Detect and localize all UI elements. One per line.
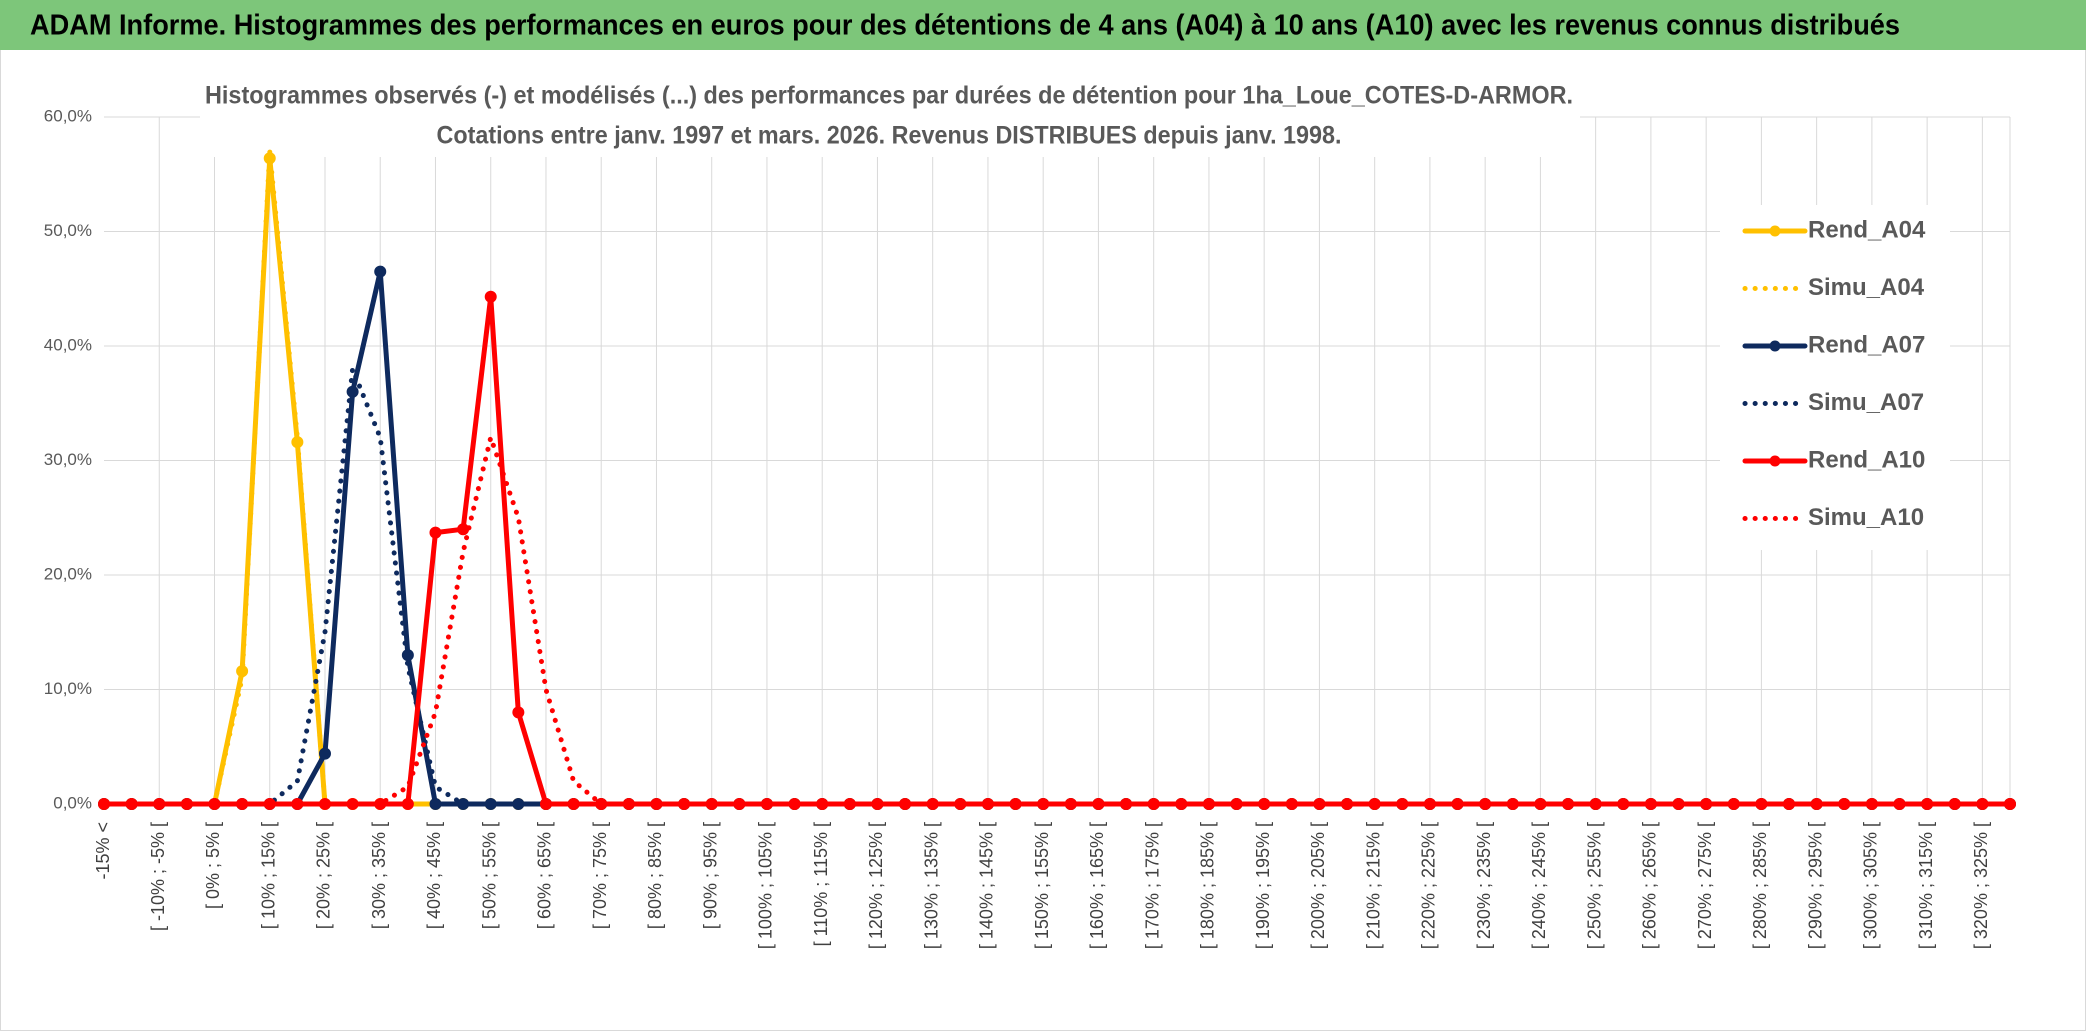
x-tick-label: [ 300% ; 305% [ xyxy=(1861,822,1881,949)
x-tick-label: [ 140% ; 145% [ xyxy=(977,822,997,949)
x-tick-label: [ 40% ; 45% [ xyxy=(424,822,444,929)
x-tick-label: [ 200% ; 205% [ xyxy=(1308,822,1328,949)
x-tick-label: [ 150% ; 155% [ xyxy=(1032,822,1052,949)
header-band xyxy=(0,0,2086,50)
x-tick-label: [ 60% ; 65% [ xyxy=(535,822,555,929)
x-tick-label: [ 80% ; 85% [ xyxy=(645,822,665,929)
x-tick-label: [ 30% ; 35% [ xyxy=(369,822,389,929)
x-tick-label: [ 280% ; 285% [ xyxy=(1750,822,1770,949)
marker xyxy=(429,798,442,810)
x-tick-label: [ 250% ; 255% [ xyxy=(1584,822,1604,949)
x-tick-label: [ -10% ; -5% [ xyxy=(148,822,168,931)
marker xyxy=(539,798,552,810)
x-tick-label: [ 10% ; 15% [ xyxy=(258,822,278,929)
y-tick-label: 40,0% xyxy=(44,335,92,354)
x-tick-label: [ 210% ; 215% [ xyxy=(1363,822,1383,949)
x-tick-label: [ 170% ; 175% [ xyxy=(1142,822,1162,949)
y-tick-label: 0,0% xyxy=(53,793,92,812)
subtitle-bg xyxy=(200,117,1580,157)
x-tick-label: [ 120% ; 125% [ xyxy=(866,822,886,949)
x-tick-label: [ 270% ; 275% [ xyxy=(1695,822,1715,949)
legend-marker xyxy=(1769,225,1781,237)
chart-subtitle: Cotations entre janv. 1997 et mars. 2026… xyxy=(437,122,1342,150)
legend-label: Rend_A10 xyxy=(1808,446,1925,473)
x-tick-label: [ 160% ; 165% [ xyxy=(1087,822,1107,949)
chart-subtitle: Histogrammes observés (-) et modélisés (… xyxy=(205,82,1573,110)
x-tick-label: [ 130% ; 135% [ xyxy=(921,822,941,949)
legend-label: Rend_A07 xyxy=(1808,331,1925,358)
legend-label: Simu_A07 xyxy=(1808,389,1924,416)
marker xyxy=(567,798,580,810)
legend-marker xyxy=(1769,340,1781,352)
x-tick-label: [ 180% ; 185% [ xyxy=(1198,822,1218,949)
legend-label: Simu_A04 xyxy=(1808,274,1925,301)
x-tick-label: [ 50% ; 55% [ xyxy=(479,822,499,929)
x-tick-label: [ 290% ; 295% [ xyxy=(1805,822,1825,949)
x-tick-label: [ 70% ; 75% [ xyxy=(590,822,610,929)
simulated-line xyxy=(101,435,2013,807)
marker xyxy=(401,798,414,810)
marker xyxy=(429,526,442,539)
x-tick-label: [ 320% ; 325% [ xyxy=(1971,822,1991,949)
legend-marker xyxy=(1769,455,1781,467)
marker xyxy=(484,290,497,303)
marker xyxy=(374,265,387,278)
subtitle-bg xyxy=(200,77,1580,117)
x-tick-label: [ 190% ; 195% [ xyxy=(1253,822,1273,949)
y-tick-label: 50,0% xyxy=(44,221,92,240)
x-tick-label: [ 240% ; 245% [ xyxy=(1529,822,1549,949)
x-tick-label: [ 230% ; 235% [ xyxy=(1474,822,1494,949)
x-tick-label: [ 0% ; 5% [ xyxy=(203,822,223,909)
y-tick-label: 30,0% xyxy=(44,450,92,469)
x-tick-label: [ 20% ; 25% [ xyxy=(314,822,334,929)
marker xyxy=(512,706,525,719)
x-tick-label: [ 110% ; 115% [ xyxy=(811,822,831,946)
x-tick-label: [ 90% ; 95% [ xyxy=(700,822,720,929)
marker xyxy=(318,747,331,760)
legend-bg xyxy=(1720,205,1950,550)
chart-title: ADAM Informe. Histogrammes des performan… xyxy=(30,10,1900,42)
x-tick-label: [ 310% ; 315% [ xyxy=(1916,822,1936,949)
x-tick-label: -15% < xyxy=(93,822,113,880)
y-tick-label: 10,0% xyxy=(44,679,92,698)
y-tick-label: 60,0% xyxy=(44,106,92,125)
legend-label: Rend_A04 xyxy=(1808,216,1926,243)
x-tick-label: [ 220% ; 225% [ xyxy=(1419,822,1439,949)
y-tick-label: 20,0% xyxy=(44,564,92,583)
x-tick-label: [ 260% ; 265% [ xyxy=(1640,822,1660,949)
x-tick-label: [ 100% ; 105% [ xyxy=(756,822,776,949)
legend-label: Simu_A10 xyxy=(1808,504,1924,531)
